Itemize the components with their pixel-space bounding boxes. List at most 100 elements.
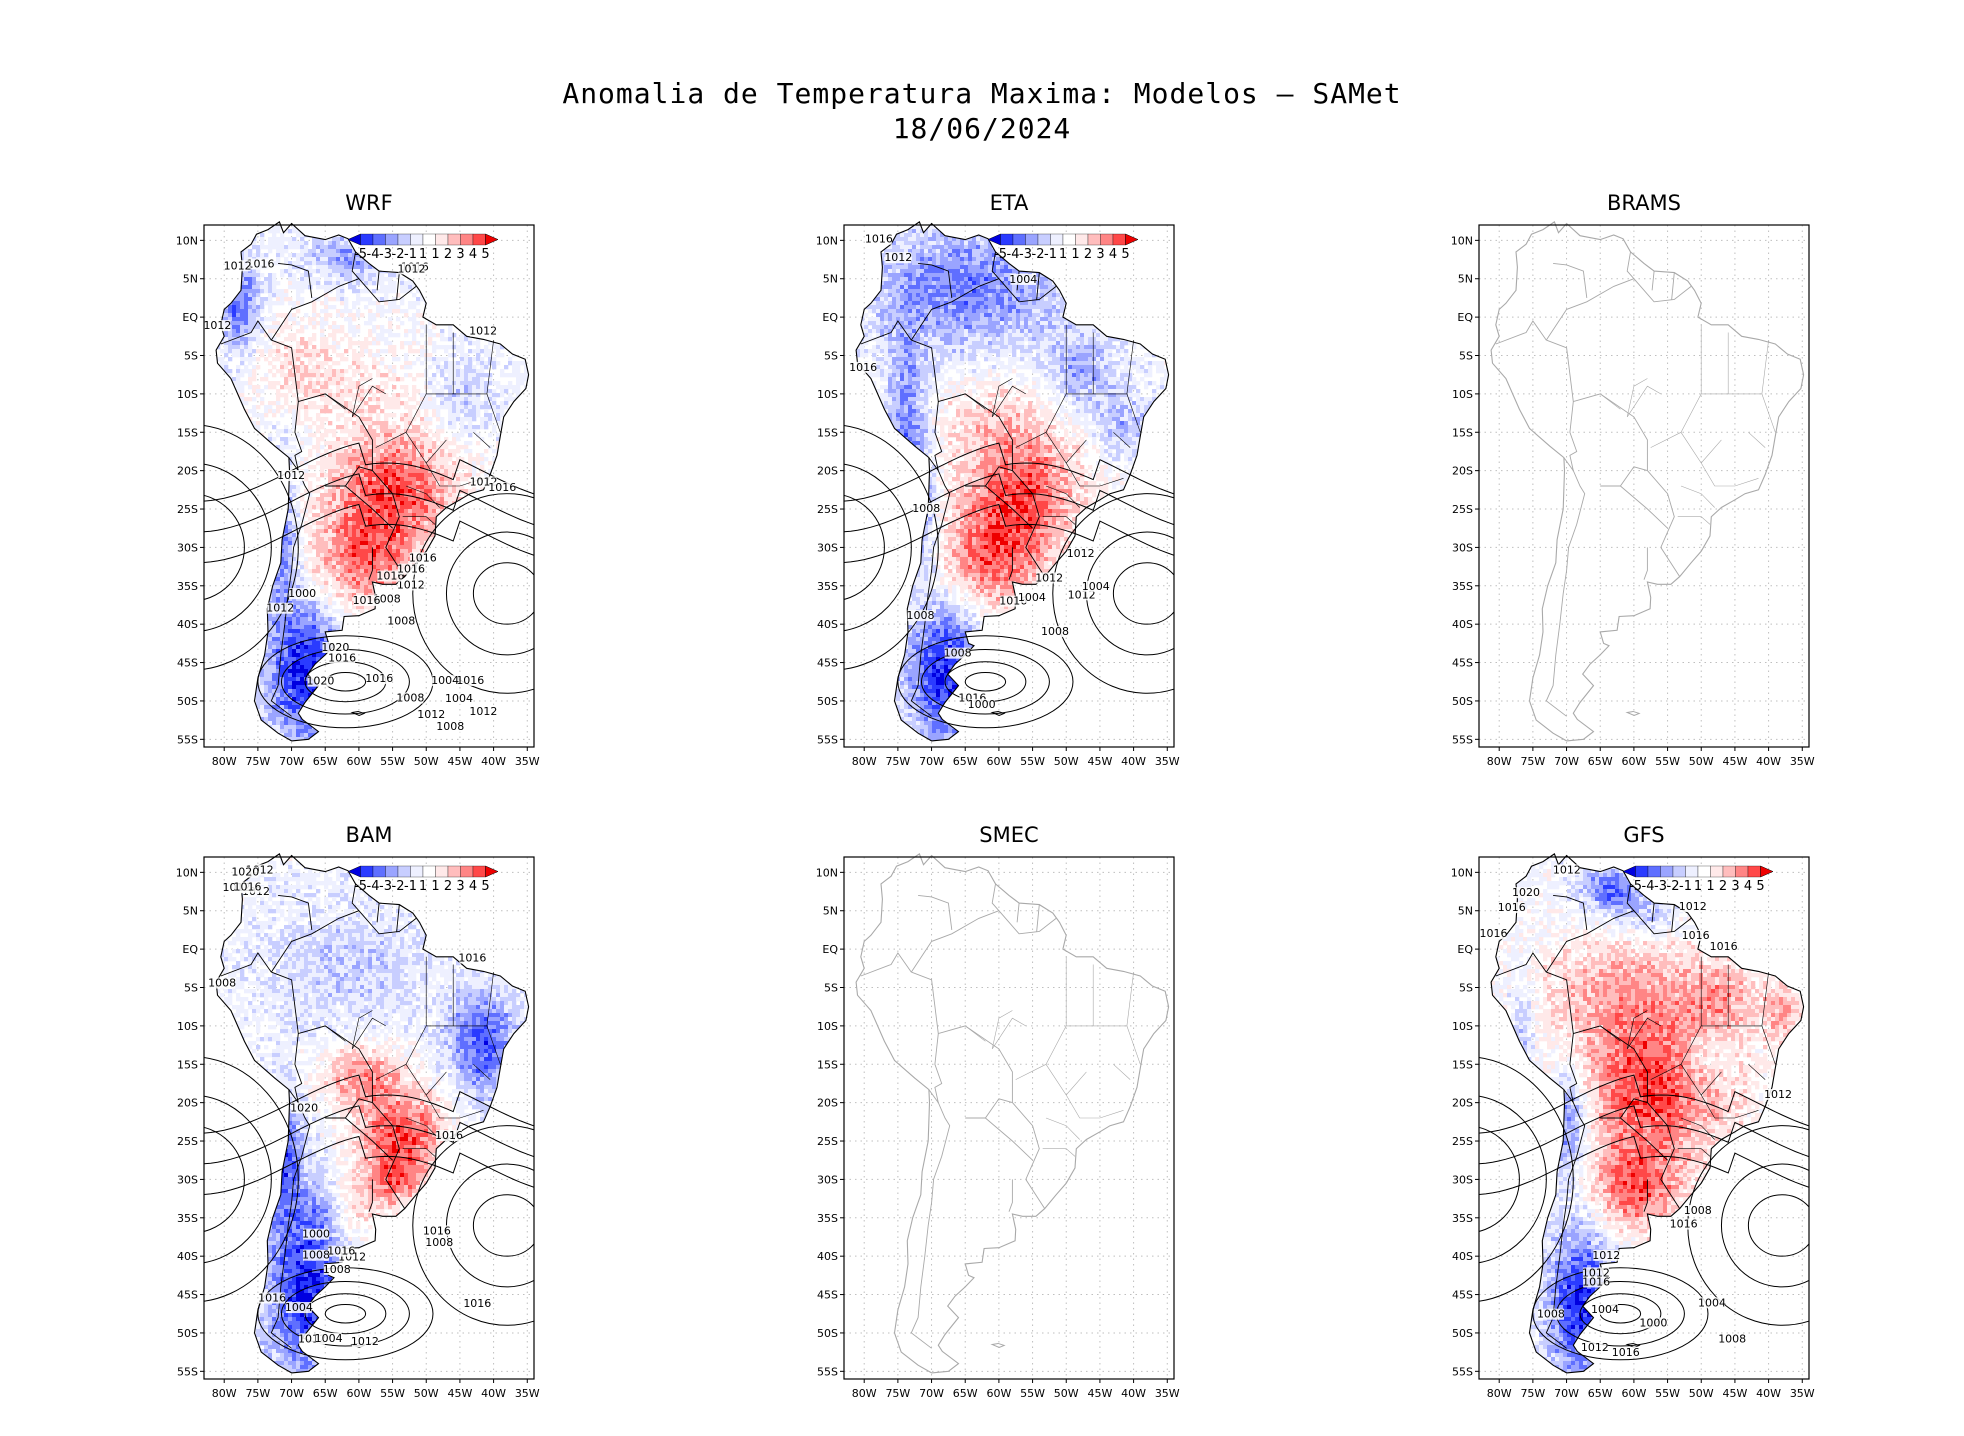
lon-tick-label: 40W — [1121, 1387, 1146, 1400]
legend-label: 5 — [481, 247, 489, 262]
lat-tick-label: 30S — [177, 541, 198, 554]
contour-label: 1016 — [423, 1224, 451, 1237]
contour-label: 1004 — [1018, 591, 1046, 604]
lat-tick-label: 55S — [817, 1365, 838, 1378]
legend-label: -4 — [367, 879, 380, 894]
legend-label: -4 — [1642, 879, 1655, 894]
legend-swatch — [1647, 865, 1661, 878]
pressure-contours — [1479, 1057, 1809, 1361]
contour-label: 1000 — [288, 587, 316, 600]
contour-label: 1008 — [1041, 625, 1069, 638]
state-borders — [1600, 956, 1776, 1157]
lon-tick-label: 50W — [1689, 1387, 1714, 1400]
lat-tick-label: 45S — [1452, 657, 1473, 670]
lat-tick-label: EQ — [1457, 311, 1473, 324]
lon-tick-label: 40W — [481, 1387, 506, 1400]
lon-tick-label: 80W — [1487, 1387, 1512, 1400]
lon-tick-label: 70W — [1554, 755, 1579, 768]
lat-tick-label: 10S — [817, 1020, 838, 1033]
lat-tick-label: 30S — [817, 1173, 838, 1186]
lon-tick-label: 40W — [1756, 755, 1781, 768]
legend-swatch — [1125, 233, 1139, 246]
legend-label: -3 — [1654, 879, 1667, 894]
contour-label: 1016 — [327, 1245, 355, 1258]
lon-tick-label: 45W — [447, 1387, 472, 1400]
contour-label: 1012 — [398, 262, 426, 275]
lat-tick-label: 35S — [1452, 580, 1473, 593]
lat-tick-label: 50S — [1452, 1327, 1473, 1340]
lon-tick-label: 55W — [1020, 755, 1045, 768]
lat-tick-label: 50S — [817, 1327, 838, 1340]
contour-label: 1008 — [1718, 1332, 1746, 1345]
legend-label: -5 — [354, 879, 367, 894]
contour-label: 1016 — [1710, 940, 1738, 953]
lat-tick-label: 25S — [1452, 503, 1473, 516]
lat-tick-label: 35S — [1452, 1212, 1473, 1225]
legend-label: 4 — [469, 879, 477, 894]
anomaly-shading — [856, 225, 1169, 741]
lon-tick-label: 65W — [1588, 1387, 1613, 1400]
map-frame — [203, 224, 535, 748]
map-eta: ETA 1008 1008 1012 1016 1004 1012 1016 1012 1008 1… — [816, 191, 1180, 768]
lat-tick-label: 10N — [816, 234, 838, 247]
legend-swatch — [1000, 233, 1014, 246]
lon-tick-label: 60W — [1621, 1387, 1646, 1400]
panel-title: ETA — [990, 191, 1029, 215]
contour-label: 1016 — [1670, 1218, 1698, 1231]
contour-label: 1020 — [1512, 886, 1540, 899]
legend-swatch — [1050, 233, 1064, 246]
legend-swatch — [410, 233, 424, 246]
lat-tick-label: 45S — [1452, 1289, 1473, 1302]
lon-tick-label: 70W — [279, 755, 304, 768]
lon-tick-label: 65W — [953, 755, 978, 768]
contour-label: 1008 — [302, 1249, 330, 1262]
lat-tick-label: 40S — [177, 618, 198, 631]
lat-tick-label: 55S — [177, 1365, 198, 1378]
lon-tick-label: 70W — [1554, 1387, 1579, 1400]
lon-tick-label: 50W — [1689, 755, 1714, 768]
lat-tick-label: EQ — [822, 943, 838, 956]
lon-tick-label: 75W — [1520, 755, 1545, 768]
lon-tick-label: 60W — [1621, 755, 1646, 768]
contour-label: 1004 — [445, 692, 473, 705]
lat-tick-label: 55S — [177, 733, 198, 746]
contour-label: 1004 — [1591, 1303, 1619, 1316]
contour-label: 1016 — [353, 594, 381, 607]
lon-tick-label: 55W — [1020, 1387, 1045, 1400]
lat-tick-label: 20S — [177, 465, 198, 478]
lon-tick-label: 70W — [919, 755, 944, 768]
state-borders — [965, 324, 1141, 525]
legend-swatch — [1747, 865, 1761, 878]
grid-lines — [204, 225, 534, 747]
map-bam: BAM1012101210081012101610201016101610121… — [176, 823, 540, 1400]
panel-brams: BRAMS 10N 5N EQ 5S 10S 15S 20S 25S 30S 35S 40S 45S 50… — [1425, 190, 1865, 768]
legend-label: -3 — [1019, 247, 1032, 262]
panel-wrf: WRF 1012 1012 1012 1016 1016 1012 1012 1016 1012 1… — [150, 190, 590, 768]
contour-label: 1016 — [234, 881, 262, 894]
lon-tick-label: 40W — [481, 755, 506, 768]
lon-tick-label: 65W — [313, 1387, 338, 1400]
anomaly-legend: -5 -4 -3 -2 -1 1 1 2 3 4 5 — [1622, 865, 1774, 894]
legend-label: -4 — [1007, 247, 1020, 262]
panel-title: BRAMS — [1607, 191, 1681, 215]
legend-swatch — [1760, 865, 1774, 878]
contour-label: 1004 — [431, 674, 459, 687]
state-borders — [1600, 324, 1776, 525]
falklands — [990, 710, 1006, 716]
legend-swatch — [372, 233, 386, 246]
lon-tick-label: 60W — [986, 1387, 1011, 1400]
lat-tick-label: 10N — [176, 234, 198, 247]
lon-tick-label: 35W — [1790, 1387, 1815, 1400]
lat-tick-label: 5N — [823, 273, 838, 286]
coastline — [855, 853, 1170, 1374]
lat-tick-label: 20S — [817, 1097, 838, 1110]
legend-swatch — [1062, 233, 1076, 246]
lat-tick-label: 15S — [817, 426, 838, 439]
contour-label: 1008 — [425, 1236, 453, 1249]
lon-tick-label: 35W — [515, 1387, 540, 1400]
legend-label: 5 — [1121, 247, 1129, 262]
legend-swatch — [385, 865, 399, 878]
lat-tick-label: 10S — [1452, 388, 1473, 401]
contour-label: 1008 — [208, 977, 236, 990]
